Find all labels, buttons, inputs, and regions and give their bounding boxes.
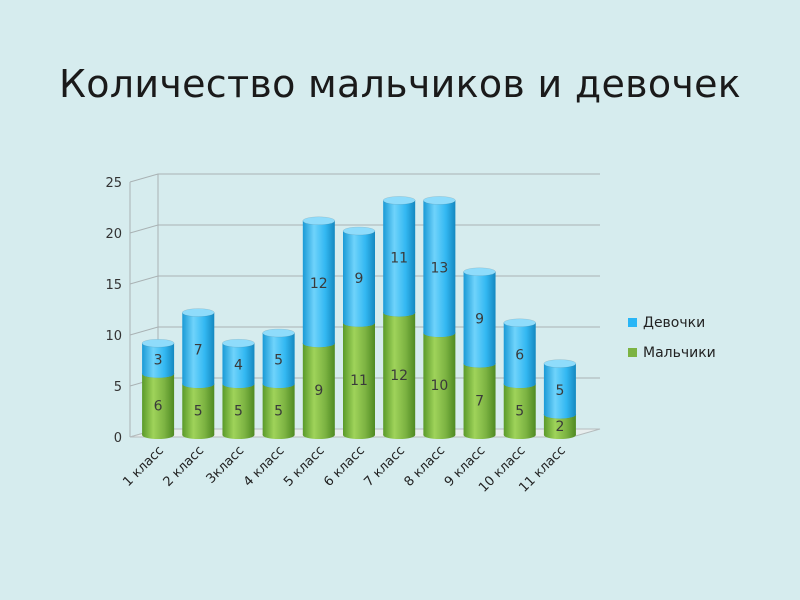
bar-segment-top <box>141 338 175 348</box>
x-tick-label: 6 класс <box>321 443 368 490</box>
bar-segment-girls <box>222 343 255 384</box>
bar-segment-top <box>342 226 376 236</box>
bar-segment-bottom <box>182 431 215 439</box>
bar-segment-boys <box>543 414 576 435</box>
bar-segment-bottom <box>262 380 295 388</box>
bar-segment-girls <box>383 200 416 313</box>
data-label: 11 <box>390 251 408 267</box>
data-label: 10 <box>430 378 448 394</box>
bar-segment-girls <box>423 200 456 333</box>
bar-segment-boys <box>383 312 416 435</box>
y-tick-label: 5 <box>114 380 122 395</box>
x-tick-label: 1 класс <box>120 443 167 490</box>
bar-segment-boys <box>182 384 215 435</box>
gridline <box>129 173 600 183</box>
bar-segment-bottom <box>343 431 375 439</box>
bar-segment-bottom <box>503 431 536 439</box>
data-label: 11 <box>350 373 368 389</box>
legend-label: Девочки <box>643 315 705 331</box>
data-label: 6 <box>515 347 524 363</box>
legend-swatch <box>628 348 637 357</box>
x-tick-label: 5 класс <box>281 443 328 490</box>
data-label: 5 <box>274 353 283 369</box>
bar-segment-girls <box>302 220 335 344</box>
bar-segment-girls <box>262 333 295 384</box>
data-label: 9 <box>314 383 323 399</box>
bar-segment-bottom <box>343 318 375 327</box>
data-label: 5 <box>234 404 243 420</box>
bar-segment-boys <box>423 333 456 435</box>
x-tick-label: 7 класс <box>361 443 408 490</box>
data-label: 7 <box>194 342 203 358</box>
bar-segment-bottom <box>423 431 456 439</box>
bar-segment-top <box>182 308 215 317</box>
y-tick-label: 15 <box>105 278 122 293</box>
bar-segment-girls <box>503 322 536 384</box>
bar-segment-bottom <box>383 308 416 317</box>
y-tick-label: 25 <box>105 176 122 191</box>
bar-segment-bottom <box>222 380 255 388</box>
x-tick-label: 4 класс <box>241 443 288 490</box>
bar-segment-girls <box>463 271 496 364</box>
bar-segment-top <box>463 267 496 277</box>
bar-segment-bottom <box>543 410 576 419</box>
data-label: 2 <box>555 419 564 435</box>
bar-segment-top <box>423 196 456 205</box>
bar-segment-girls <box>343 231 375 323</box>
bar-segment-bottom <box>383 431 416 439</box>
bar-segment-top <box>382 196 416 205</box>
bar-segment-boys <box>142 373 175 435</box>
bar-segment-bottom <box>463 359 496 368</box>
bar-segment-bottom <box>262 431 295 439</box>
bar-segment-bottom <box>302 339 335 348</box>
data-label: 4 <box>234 358 243 374</box>
bar-segment-boys <box>503 384 536 435</box>
bar-segment-boys <box>463 363 496 435</box>
data-label: 5 <box>274 404 283 420</box>
slide-title: Количество мальчиков и девочек <box>58 62 742 106</box>
bar-segment-boys <box>302 343 335 435</box>
data-label: 9 <box>475 312 484 328</box>
data-label: 12 <box>310 276 328 292</box>
bar-segment-girls <box>142 343 175 374</box>
bar-segment-boys <box>343 322 375 435</box>
bar-segment-bottom <box>543 431 576 439</box>
bar-segment-girls <box>543 363 576 415</box>
data-label: 12 <box>390 368 408 384</box>
y-tick-label: 20 <box>105 227 122 242</box>
bar-segment-bottom <box>503 380 536 388</box>
bar-segment-top <box>503 318 536 328</box>
y-tick-label: 0 <box>114 431 122 446</box>
bar-segment-bottom <box>142 431 175 439</box>
bar-segment-girls <box>182 312 215 384</box>
data-label: 5 <box>194 404 203 420</box>
bar-segment-bottom <box>222 431 255 439</box>
bar-segment-bottom <box>423 329 456 337</box>
data-label: 13 <box>430 261 448 277</box>
bar-segment-top <box>543 359 577 368</box>
bar-segment-top <box>302 216 336 226</box>
bar-segment-boys <box>262 384 295 435</box>
data-label: 7 <box>475 393 484 409</box>
bar-segment-top <box>262 328 295 338</box>
bar-segment-bottom <box>463 431 496 439</box>
data-label: 3 <box>154 353 163 369</box>
y-tick-label: 10 <box>105 329 122 344</box>
data-label: 5 <box>515 404 524 420</box>
bar-segment-bottom <box>182 380 215 388</box>
legend-label: Мальчики <box>643 345 716 361</box>
x-tick-label: 2 класс <box>161 443 208 490</box>
data-label: 9 <box>355 271 364 287</box>
bar-segment-top <box>222 338 255 348</box>
bar-segment-bottom <box>302 431 335 439</box>
legend-swatch <box>628 318 637 327</box>
data-label: 6 <box>154 398 163 414</box>
x-tick-label: 8 класс <box>402 443 449 490</box>
bar-segment-boys <box>222 384 255 435</box>
data-label: 5 <box>555 383 564 399</box>
bar-segment-bottom <box>142 369 175 378</box>
